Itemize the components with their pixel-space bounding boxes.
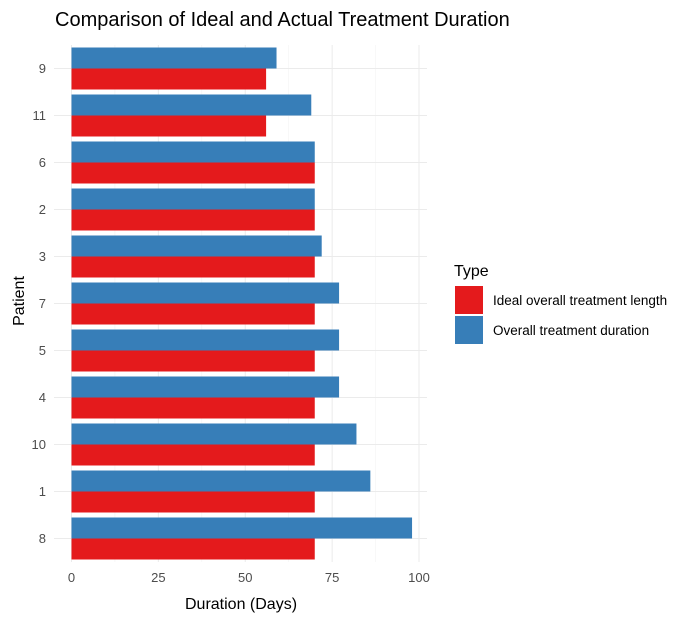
y-tick-labels: 9 11 6 2 3 7 5 4 10 1 8 (32, 61, 46, 546)
x-tick-label: 100 (408, 570, 430, 585)
legend-swatch (455, 286, 483, 314)
bar-overall-duration (71, 423, 357, 445)
legend-swatch (455, 316, 483, 344)
bar-overall-duration (71, 470, 371, 492)
x-tick-label: 75 (325, 570, 339, 585)
bar-overall-duration (71, 141, 315, 163)
bar-ideal-length (71, 397, 315, 419)
bar-ideal-length (71, 162, 315, 184)
x-tick-labels: 0 25 50 75 100 (68, 570, 430, 585)
y-tick-label: 3 (39, 249, 46, 264)
bar-ideal-length (71, 444, 315, 466)
y-tick-label: 10 (32, 437, 46, 452)
legend-label: Overall treatment duration (493, 323, 649, 338)
bar-overall-duration (71, 329, 340, 351)
x-tick-label: 0 (68, 570, 75, 585)
y-tick-label: 2 (39, 202, 46, 217)
bar-overall-duration (71, 94, 312, 116)
x-tick-label: 50 (238, 570, 252, 585)
bar-overall-duration (71, 517, 413, 539)
bar-ideal-length (71, 68, 267, 90)
y-tick-label: 11 (33, 108, 47, 123)
y-axis-title: Patient (11, 276, 28, 326)
legend-title: Type (454, 263, 489, 280)
bar-ideal-length (71, 256, 315, 278)
bar-overall-duration (71, 47, 277, 69)
x-tick-label: 25 (151, 570, 165, 585)
y-tick-label: 8 (39, 531, 46, 546)
bar-overall-duration (71, 376, 340, 398)
x-axis-title: Duration (Days) (185, 596, 297, 613)
bar-ideal-length (71, 350, 315, 372)
y-tick-label: 6 (39, 155, 46, 170)
chart-title: Comparison of Ideal and Actual Treatment… (55, 9, 510, 31)
y-tick-label: 7 (39, 296, 46, 311)
y-tick-label: 9 (39, 61, 46, 76)
bar-overall-duration (71, 282, 340, 304)
legend: Type Ideal overall treatment length Overa… (454, 263, 667, 344)
bar-ideal-length (71, 538, 315, 560)
bar-ideal-length (71, 209, 315, 231)
y-tick-label: 5 (39, 343, 46, 358)
bar-ideal-length (71, 115, 267, 137)
bar-overall-duration (71, 235, 322, 257)
bar-ideal-length (71, 491, 315, 513)
y-tick-label: 4 (39, 390, 46, 405)
bars (71, 47, 413, 560)
legend-label: Ideal overall treatment length (493, 293, 667, 308)
y-tick-label: 1 (39, 484, 46, 499)
bar-ideal-length (71, 303, 315, 325)
bar-overall-duration (71, 188, 315, 210)
